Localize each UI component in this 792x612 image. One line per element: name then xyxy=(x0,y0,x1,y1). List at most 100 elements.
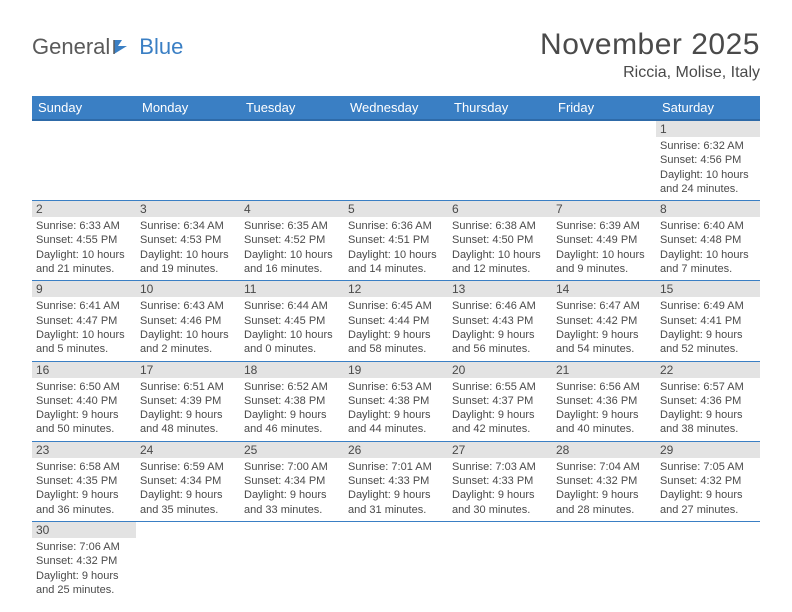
day-number-cell: 15 xyxy=(656,281,760,298)
daylight-text: and 24 minutes. xyxy=(660,182,756,196)
sunrise-text: Sunrise: 6:53 AM xyxy=(348,380,444,394)
day-detail-row: Sunrise: 6:32 AMSunset: 4:56 PMDaylight:… xyxy=(32,137,760,201)
sunset-text: Sunset: 4:49 PM xyxy=(556,233,652,247)
daylight-text: Daylight: 9 hours xyxy=(36,569,132,583)
daylight-text: Daylight: 10 hours xyxy=(140,328,236,342)
daylight-text: and 14 minutes. xyxy=(348,262,444,276)
sunrise-text: Sunrise: 6:59 AM xyxy=(140,460,236,474)
daylight-text: and 56 minutes. xyxy=(452,342,548,356)
day-number-cell xyxy=(240,521,344,538)
title-block: November 2025 Riccia, Molise, Italy xyxy=(540,28,760,82)
daylight-text: and 2 minutes. xyxy=(140,342,236,356)
day-detail-cell: Sunrise: 6:52 AMSunset: 4:38 PMDaylight:… xyxy=(240,378,344,442)
daylight-text: and 5 minutes. xyxy=(36,342,132,356)
day-number-cell: 26 xyxy=(344,441,448,458)
day-detail-cell: Sunrise: 6:39 AMSunset: 4:49 PMDaylight:… xyxy=(552,217,656,281)
sunset-text: Sunset: 4:43 PM xyxy=(452,314,548,328)
day-number-cell xyxy=(552,120,656,137)
daylight-text: and 35 minutes. xyxy=(140,503,236,517)
day-detail-cell xyxy=(136,538,240,601)
sunset-text: Sunset: 4:34 PM xyxy=(140,474,236,488)
sunrise-text: Sunrise: 7:04 AM xyxy=(556,460,652,474)
sunset-text: Sunset: 4:34 PM xyxy=(244,474,340,488)
daylight-text: Daylight: 10 hours xyxy=(660,248,756,262)
daylight-text: Daylight: 9 hours xyxy=(244,488,340,502)
daylight-text: Daylight: 10 hours xyxy=(348,248,444,262)
daylight-text: and 19 minutes. xyxy=(140,262,236,276)
daylight-text: Daylight: 9 hours xyxy=(244,408,340,422)
day-detail-cell: Sunrise: 6:58 AMSunset: 4:35 PMDaylight:… xyxy=(32,458,136,522)
day-detail-row: Sunrise: 6:41 AMSunset: 4:47 PM Daylight:… xyxy=(32,297,760,361)
day-detail-cell: Sunrise: 7:00 AMSunset: 4:34 PMDaylight:… xyxy=(240,458,344,522)
day-detail-cell xyxy=(136,137,240,201)
daylight-text: Daylight: 9 hours xyxy=(348,328,444,342)
sunset-text: Sunset: 4:35 PM xyxy=(36,474,132,488)
day-detail-row: Sunrise: 6:50 AMSunset: 4:40 PMDaylight:… xyxy=(32,378,760,442)
daylight-text: and 50 minutes. xyxy=(36,422,132,436)
weekday-header-row: Sunday Monday Tuesday Wednesday Thursday… xyxy=(32,96,760,120)
day-number-cell xyxy=(240,120,344,137)
daylight-text: and 30 minutes. xyxy=(452,503,548,517)
day-detail-cell: Sunrise: 6:49 AMSunset: 4:41 PMDaylight:… xyxy=(656,297,760,361)
sunrise-text: Sunrise: 6:44 AM xyxy=(244,299,340,313)
sunset-text: Sunset: 4:40 PM xyxy=(36,394,132,408)
header: General Blue November 2025 Riccia, Molis… xyxy=(32,28,760,82)
daylight-text: and 54 minutes. xyxy=(556,342,652,356)
sunrise-text: Sunrise: 6:41 AM xyxy=(36,299,132,313)
sunrise-text: Sunrise: 6:51 AM xyxy=(140,380,236,394)
day-number-cell: 28 xyxy=(552,441,656,458)
sunrise-text: Sunrise: 6:47 AM xyxy=(556,299,652,313)
day-number-cell: 27 xyxy=(448,441,552,458)
daylight-text: Daylight: 10 hours xyxy=(556,248,652,262)
sunrise-text: Sunrise: 6:36 AM xyxy=(348,219,444,233)
sunrise-text: Sunrise: 6:56 AM xyxy=(556,380,652,394)
daylight-text: Daylight: 9 hours xyxy=(36,408,132,422)
daylight-text: and 27 minutes. xyxy=(660,503,756,517)
sunset-text: Sunset: 4:47 PM xyxy=(36,314,132,328)
day-number-row: 9101112131415 xyxy=(32,281,760,298)
day-detail-cell: Sunrise: 6:35 AMSunset: 4:52 PMDaylight:… xyxy=(240,217,344,281)
sunset-text: Sunset: 4:32 PM xyxy=(36,554,132,568)
sunrise-text: Sunrise: 6:57 AM xyxy=(660,380,756,394)
sunset-text: Sunset: 4:51 PM xyxy=(348,233,444,247)
day-number-cell: 14 xyxy=(552,281,656,298)
day-number-cell xyxy=(344,120,448,137)
daylight-text: Daylight: 10 hours xyxy=(36,248,132,262)
daylight-text: Daylight: 9 hours xyxy=(556,408,652,422)
day-detail-row: Sunrise: 6:33 AMSunset: 4:55 PMDaylight:… xyxy=(32,217,760,281)
daylight-text: Daylight: 10 hours xyxy=(452,248,548,262)
day-detail-cell: Sunrise: 6:51 AMSunset: 4:39 PMDaylight:… xyxy=(136,378,240,442)
day-detail-cell: Sunrise: 6:47 AMSunset: 4:42 PMDaylight:… xyxy=(552,297,656,361)
day-detail-cell: Sunrise: 6:43 AMSunset: 4:46 PMDaylight:… xyxy=(136,297,240,361)
sunrise-text: Sunrise: 7:05 AM xyxy=(660,460,756,474)
daylight-text: and 25 minutes. xyxy=(36,583,132,597)
day-number-cell: 13 xyxy=(448,281,552,298)
sunrise-text: Sunrise: 7:01 AM xyxy=(348,460,444,474)
sunset-text: Sunset: 4:48 PM xyxy=(660,233,756,247)
day-number-cell: 22 xyxy=(656,361,760,378)
sunrise-text: Sunrise: 6:38 AM xyxy=(452,219,548,233)
sunset-text: Sunset: 4:46 PM xyxy=(140,314,236,328)
day-detail-cell: Sunrise: 6:41 AMSunset: 4:47 PMDaylight:… xyxy=(32,297,136,361)
day-detail-cell xyxy=(448,538,552,601)
sunrise-text: Sunrise: 6:35 AM xyxy=(244,219,340,233)
sunset-text: Sunset: 4:41 PM xyxy=(660,314,756,328)
daylight-text: Daylight: 9 hours xyxy=(140,488,236,502)
daylight-text: Daylight: 9 hours xyxy=(556,488,652,502)
sunrise-text: Sunrise: 6:39 AM xyxy=(556,219,652,233)
weekday-header: Tuesday xyxy=(240,96,344,120)
sunset-text: Sunset: 4:37 PM xyxy=(452,394,548,408)
day-number-row: 1 xyxy=(32,120,760,137)
day-number-cell xyxy=(136,521,240,538)
daylight-text: and 58 minutes. xyxy=(348,342,444,356)
day-detail-cell: Sunrise: 7:06 AMSunset: 4:32 PMDaylight:… xyxy=(32,538,136,601)
day-number-cell: 2 xyxy=(32,201,136,218)
day-number-cell: 17 xyxy=(136,361,240,378)
day-detail-cell: Sunrise: 6:44 AMSunset: 4:45 PMDaylight:… xyxy=(240,297,344,361)
sunset-text: Sunset: 4:50 PM xyxy=(452,233,548,247)
day-number-cell: 25 xyxy=(240,441,344,458)
daylight-text: Daylight: 9 hours xyxy=(660,488,756,502)
daylight-text: Daylight: 10 hours xyxy=(244,328,340,342)
daylight-text: and 9 minutes. xyxy=(556,262,652,276)
day-number-cell: 20 xyxy=(448,361,552,378)
